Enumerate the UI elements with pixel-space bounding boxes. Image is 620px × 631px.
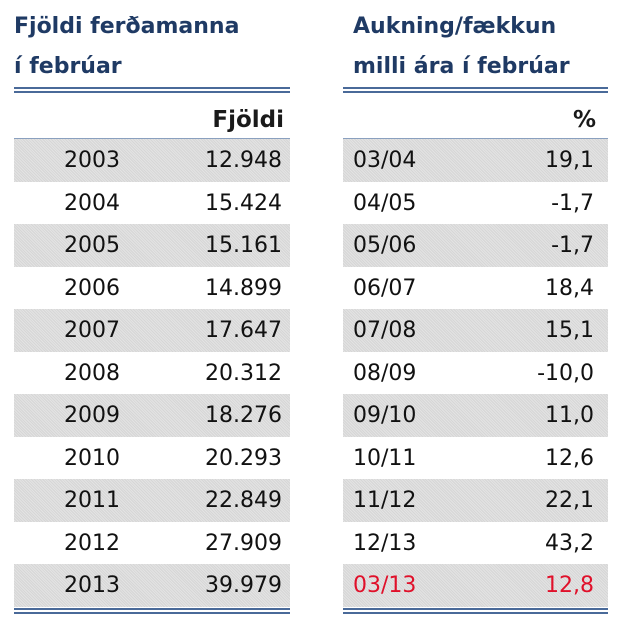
period-cell: 08/09 — [353, 360, 417, 386]
year-cell: 2013 — [64, 573, 120, 598]
change-cell: 12,8 — [545, 573, 594, 598]
year-cell: 2004 — [64, 190, 120, 216]
right-top-double-rule — [343, 87, 608, 93]
table-row: 2008 20.312 — [14, 352, 290, 395]
right-rows: 03/04 19,1 04/05 -1,7 05/06 -1,7 06/07 1… — [343, 139, 608, 607]
period-cell: 06/07 — [353, 275, 417, 301]
left-column-header: Fjöldi — [212, 107, 284, 133]
year-cell: 2003 — [64, 148, 120, 173]
right-column-header: % — [572, 107, 596, 133]
year-cell: 2007 — [64, 318, 120, 343]
period-cell: 05/06 — [353, 233, 417, 258]
count-cell: 15.161 — [205, 233, 282, 258]
change-cell: 18,4 — [545, 275, 594, 301]
count-cell: 12.948 — [205, 148, 282, 173]
left-bottom-double-rule — [14, 608, 290, 614]
change-cell: 22,1 — [545, 488, 594, 513]
count-cell: 27.909 — [205, 530, 282, 556]
change-cell: 43,2 — [545, 530, 594, 556]
year-cell: 2011 — [64, 488, 120, 513]
left-rows: 2003 12.948 2004 15.424 2005 15.161 2006… — [14, 139, 290, 607]
year-cell: 2009 — [64, 403, 120, 428]
table-row: 10/11 12,6 — [343, 437, 608, 480]
period-cell: 04/05 — [353, 190, 417, 216]
change-cell: 11,0 — [545, 403, 594, 428]
table-row: 11/12 22,1 — [343, 479, 608, 522]
count-cell: 22.849 — [205, 488, 282, 513]
year-cell: 2008 — [64, 360, 120, 386]
count-cell: 20.293 — [205, 445, 282, 471]
table-row: 06/07 18,4 — [343, 267, 608, 310]
table-row: 03/04 19,1 — [343, 139, 608, 182]
period-cell: 03/13 — [353, 573, 417, 598]
table-row: 2011 22.849 — [14, 479, 290, 522]
change-cell: -1,7 — [551, 190, 594, 216]
left-top-double-rule — [14, 87, 290, 93]
period-cell: 10/11 — [353, 445, 417, 471]
table-row: 2004 15.424 — [14, 182, 290, 225]
change-cell: 19,1 — [545, 148, 594, 173]
right-bottom-double-rule — [343, 608, 608, 614]
right-title-line2: milli ára í febrúar — [353, 54, 570, 79]
left-title-line1: Fjöldi ferðamanna — [14, 14, 240, 39]
change-cell: -10,0 — [537, 360, 594, 386]
table-row: 2012 27.909 — [14, 522, 290, 565]
table-row: 04/05 -1,7 — [343, 182, 608, 225]
table-row: 2003 12.948 — [14, 139, 290, 182]
table-row: 2013 39.979 — [14, 564, 290, 607]
table-row: 2010 20.293 — [14, 437, 290, 480]
left-header-rule — [14, 138, 290, 139]
change-cell: 12,6 — [545, 445, 594, 471]
table-row: 2009 18.276 — [14, 394, 290, 437]
period-cell: 07/08 — [353, 318, 417, 343]
table-row: 07/08 15,1 — [343, 309, 608, 352]
period-cell: 12/13 — [353, 530, 417, 556]
table-row: 2005 15.161 — [14, 224, 290, 267]
left-title-line2: í febrúar — [14, 54, 122, 79]
table-row: 2006 14.899 — [14, 267, 290, 310]
period-cell: 09/10 — [353, 403, 417, 428]
year-cell: 2010 — [64, 445, 120, 471]
count-cell: 14.899 — [205, 275, 282, 301]
table-row: 12/13 43,2 — [343, 522, 608, 565]
right-title-line1: Aukning/fækkun — [353, 14, 557, 39]
table-row: 09/10 11,0 — [343, 394, 608, 437]
count-cell: 17.647 — [205, 318, 282, 343]
period-cell: 03/04 — [353, 148, 417, 173]
year-cell: 2012 — [64, 530, 120, 556]
count-cell: 20.312 — [205, 360, 282, 386]
year-cell: 2005 — [64, 233, 120, 258]
period-cell: 11/12 — [353, 488, 417, 513]
count-cell: 18.276 — [205, 403, 282, 428]
change-cell: -1,7 — [551, 233, 594, 258]
table-row: 03/13 12,8 — [343, 564, 608, 607]
change-cell: 15,1 — [545, 318, 594, 343]
right-header-rule — [343, 138, 608, 139]
count-cell: 39.979 — [205, 573, 282, 598]
table-row: 08/09 -10,0 — [343, 352, 608, 395]
year-cell: 2006 — [64, 275, 120, 301]
table-row: 05/06 -1,7 — [343, 224, 608, 267]
table-row: 2007 17.647 — [14, 309, 290, 352]
count-cell: 15.424 — [205, 190, 282, 216]
